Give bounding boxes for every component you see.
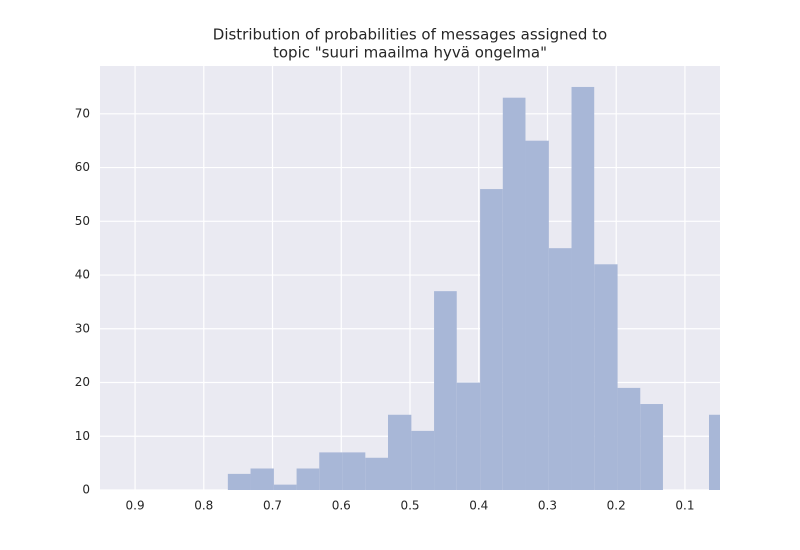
bar [480, 189, 503, 490]
chart-title: Distribution of probabilities of message… [213, 26, 607, 44]
bar [456, 382, 481, 490]
y-tick-label: 60 [75, 160, 90, 174]
x-tick-label: 0.3 [538, 499, 557, 513]
bar [250, 468, 274, 490]
x-tick-label: 0.6 [332, 499, 351, 513]
bar [388, 414, 412, 490]
x-tick-label: 0.1 [675, 499, 694, 513]
bar [296, 468, 320, 490]
bar [319, 452, 343, 490]
bar [342, 452, 366, 490]
bar [525, 140, 549, 490]
bar [709, 414, 720, 490]
bar [434, 291, 457, 490]
y-tick-label: 0 [82, 483, 90, 497]
bar [571, 86, 595, 490]
bar [227, 473, 251, 490]
y-tick-label: 20 [75, 375, 90, 389]
y-tick-label: 10 [75, 429, 90, 443]
x-tick-label: 0.5 [400, 499, 419, 513]
bar [548, 248, 572, 490]
bar [365, 457, 389, 490]
chart-title: topic "suuri maailma hyvä ongelma" [273, 44, 547, 62]
y-tick-label: 70 [75, 106, 90, 120]
y-tick-label: 50 [75, 214, 90, 228]
bar [617, 387, 641, 490]
x-tick-label: 0.7 [263, 499, 282, 513]
bar [502, 97, 526, 490]
bar [411, 430, 435, 490]
x-tick-label: 0.4 [469, 499, 488, 513]
x-tick-label: 0.2 [607, 499, 626, 513]
y-tick-label: 30 [75, 321, 90, 335]
x-tick-label: 0.9 [126, 499, 145, 513]
bar [273, 484, 297, 490]
y-tick-label: 40 [75, 268, 90, 282]
x-tick-label: 0.8 [194, 499, 213, 513]
bar [594, 264, 618, 490]
bar [640, 404, 663, 490]
